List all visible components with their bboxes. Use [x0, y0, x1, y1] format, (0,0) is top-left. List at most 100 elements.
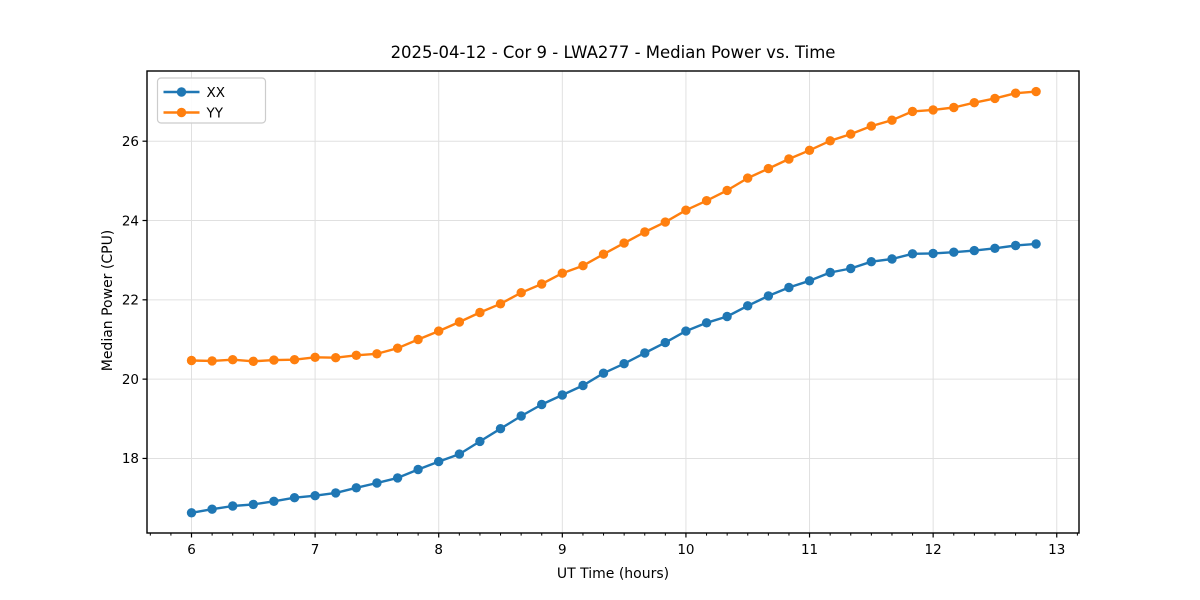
data-point-marker: [907, 106, 918, 117]
data-point-marker: [804, 276, 815, 286]
data-point-marker: [413, 464, 423, 475]
data-point-marker: [598, 249, 609, 259]
data-point-marker: [269, 355, 279, 365]
data-point-marker: [969, 98, 979, 108]
data-point-marker: [495, 424, 506, 434]
chart-title: 2025-04-12 - Cor 9 - LWA277 - Median Pow…: [391, 43, 836, 62]
series-xx: [186, 239, 1041, 518]
data-point-marker: [825, 136, 835, 146]
data-point-marker: [578, 261, 588, 271]
data-point-marker: [186, 355, 197, 366]
data-point-marker: [619, 238, 629, 248]
x-tick-label: 8: [434, 542, 443, 558]
data-point-marker: [392, 473, 403, 483]
data-point-marker: [537, 399, 547, 410]
data-point-marker: [640, 348, 650, 358]
data-point-marker: [907, 249, 918, 259]
data-point-marker: [207, 504, 217, 514]
data-point-marker: [846, 129, 856, 139]
data-point-marker: [186, 508, 197, 518]
data-point-marker: [310, 352, 320, 362]
data-point-marker: [351, 350, 361, 360]
data-point-marker: [557, 268, 567, 278]
x-tick-label: 7: [311, 542, 320, 558]
data-point-marker: [722, 185, 732, 196]
x-tick-label: 9: [558, 542, 567, 558]
data-point-marker: [949, 102, 959, 113]
x-tick-label: 12: [925, 542, 942, 558]
data-point-marker: [434, 456, 444, 467]
data-point-marker: [866, 121, 876, 131]
series-line: [191, 90, 1037, 363]
data-point-marker: [866, 257, 876, 267]
x-tick-label: 10: [677, 542, 694, 558]
data-point-marker: [454, 317, 465, 327]
data-point-marker: [516, 411, 526, 421]
legend: XX YY: [156, 77, 267, 124]
data-point-marker: [887, 254, 897, 264]
data-point-marker: [743, 173, 753, 183]
data-point-marker: [681, 205, 691, 215]
data-point-marker: [763, 163, 774, 174]
x-tick-label: 13: [1048, 542, 1065, 558]
data-point-marker: [207, 356, 217, 366]
data-point-marker: [784, 154, 794, 164]
plot-border: [146, 70, 1080, 534]
axes: 6 7 8 9 10 11 12 13 18 20 22 24 26: [122, 70, 1080, 558]
data-point-marker: [804, 145, 815, 155]
data-point-marker: [475, 307, 485, 318]
data-point-marker: [598, 368, 609, 378]
data-point-marker: [990, 243, 1000, 253]
data-point-marker: [928, 248, 938, 259]
data-point-marker: [392, 343, 403, 353]
data-point-marker: [495, 299, 506, 309]
x-tick-label: 6: [187, 542, 196, 558]
y-axis-label: Median Power (CPU): [100, 230, 116, 372]
data-point-marker: [846, 263, 856, 274]
data-point-marker: [248, 356, 258, 366]
data-point-marker: [949, 247, 959, 257]
data-point-marker: [331, 488, 341, 498]
data-point-marker: [1031, 86, 1041, 97]
data-point-marker: [681, 326, 691, 336]
data-point-marker: [516, 288, 526, 298]
y-tick-label: 26: [122, 134, 139, 150]
legend-label-xx: XX: [207, 85, 226, 101]
series-line: [191, 242, 1037, 514]
y-tick-label: 20: [122, 372, 139, 388]
data-point-marker: [763, 291, 774, 301]
data-point-marker: [640, 227, 650, 237]
data-point-marker: [1010, 240, 1021, 251]
legend-marker: [176, 107, 187, 118]
data-point-marker: [228, 501, 238, 511]
y-tick-label: 18: [122, 451, 139, 467]
x-axis-label: UT Time (hours): [557, 566, 669, 582]
data-point-marker: [289, 493, 300, 503]
legend-label-yy: YY: [206, 105, 224, 121]
data-point-marker: [969, 245, 979, 256]
data-point-marker: [578, 380, 588, 391]
data-point-marker: [722, 311, 732, 322]
data-point-marker: [372, 478, 382, 488]
data-point-marker: [887, 115, 897, 125]
data-point-marker: [434, 326, 444, 336]
data-point-marker: [1031, 239, 1041, 249]
data-point-marker: [331, 353, 341, 363]
data-point-marker: [1010, 88, 1021, 98]
data-point-marker: [289, 355, 300, 365]
y-tick-label: 24: [122, 213, 139, 229]
data-point-marker: [660, 337, 670, 348]
data-point-marker: [372, 349, 382, 359]
data-point-marker: [990, 93, 1000, 104]
data-point-marker: [537, 279, 547, 289]
data-point-marker: [784, 282, 794, 293]
data-point-marker: [701, 318, 712, 328]
y-tick-label: 22: [122, 293, 139, 309]
data-point-marker: [413, 334, 423, 345]
grid-lines: [147, 71, 1079, 533]
data-point-marker: [310, 491, 320, 501]
data-point-marker: [701, 196, 712, 206]
data-point-marker: [619, 359, 629, 369]
